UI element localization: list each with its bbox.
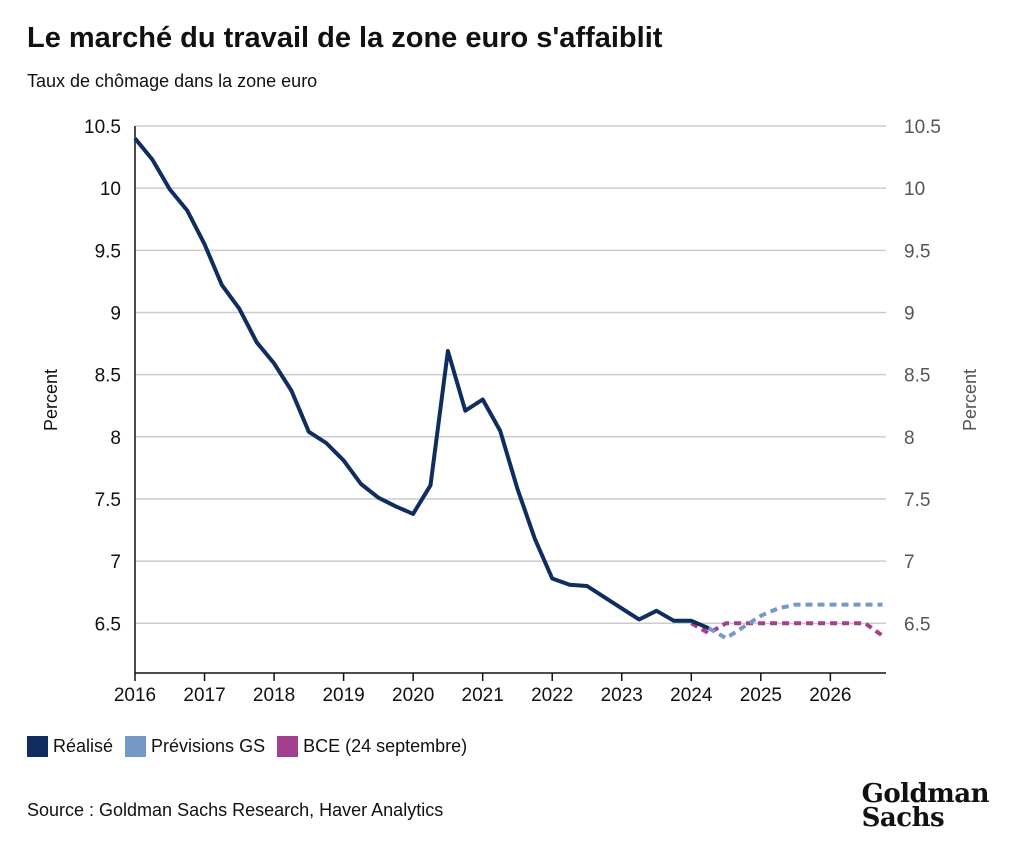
y-tick-label-left: 9.5 xyxy=(95,241,121,262)
x-tick-label: 2016 xyxy=(114,685,156,706)
y-tick-label-left: 10 xyxy=(100,179,121,200)
legend-label: BCE (24 septembre) xyxy=(303,736,468,756)
series-line-r-alis xyxy=(133,137,710,631)
y-axis-label-left: Percent xyxy=(41,369,61,431)
y-tick-label-right: 6.5 xyxy=(904,614,930,635)
y-tick-label-left: 7.5 xyxy=(95,490,121,511)
legend-swatch xyxy=(27,736,48,757)
x-tick-label: 2025 xyxy=(740,685,782,706)
line-chart: 6.5 6.5 7 7 7.5 7.5 8 8 8.5 8.5 9 9 9.5 9.5 10 10 10.5 10… xyxy=(41,117,980,706)
x-tick-label: 2024 xyxy=(670,685,713,706)
axis-labels: Percent Percent xyxy=(41,369,980,431)
y-tick-label-right: 7.5 xyxy=(904,490,930,511)
legend-swatch xyxy=(125,736,147,757)
y-tick-label-left: 8.5 xyxy=(95,366,121,387)
y-tick-label-left: 10.5 xyxy=(84,117,121,138)
y-tick-label-left: 6.5 xyxy=(95,614,121,635)
legend-item: Réalisé xyxy=(27,736,113,757)
chart-subtitle: Taux de chômage dans la zone euro xyxy=(27,71,318,91)
x-tick-label: 2022 xyxy=(531,685,573,706)
legend-item: BCE (24 septembre) xyxy=(277,736,467,757)
logo-line-1: Goldman xyxy=(861,779,990,809)
legend-item: Prévisions GS xyxy=(125,736,265,757)
legend-label: Prévisions GS xyxy=(151,736,266,756)
x-tick-label: 2021 xyxy=(462,685,504,706)
grid-lines xyxy=(135,125,886,625)
series-line-pr-visions-gs xyxy=(707,602,883,641)
y-tick-label-left: 8 xyxy=(110,428,121,449)
chart-title: Le marché du travail de la zone euro s'a… xyxy=(27,22,663,54)
y-tick-label-right: 8 xyxy=(904,428,915,449)
y-axis-label-right: Percent xyxy=(960,369,980,431)
legend: Réalisé Prévisions GS BCE (24 septembre) xyxy=(27,736,479,757)
legend-swatch xyxy=(277,736,299,757)
y-tick-label-right: 7 xyxy=(904,552,915,573)
axes: 6.5 6.5 7 7 7.5 7.5 8 8 8.5 8.5 9 9 9.5 9.5 10 10 10.5 10… xyxy=(84,117,941,706)
logo-line-2: Sachs xyxy=(861,803,945,833)
source-note: Source : Goldman Sachs Research, Haver A… xyxy=(27,800,444,820)
x-tick-label: 2020 xyxy=(392,685,434,706)
y-tick-label-left: 7 xyxy=(110,552,121,573)
goldman-sachs-logo: Goldman Sachs xyxy=(861,779,990,833)
y-tick-label-left: 9 xyxy=(110,303,121,324)
y-tick-label-right: 9 xyxy=(904,303,915,324)
x-tick-label: 2023 xyxy=(601,685,643,706)
legend-label: Réalisé xyxy=(53,736,114,756)
y-tick-label-right: 10 xyxy=(904,179,925,200)
x-tick-label: 2018 xyxy=(253,685,295,706)
y-tick-label-right: 8.5 xyxy=(904,366,930,387)
series-lines xyxy=(133,137,884,641)
x-tick-label: 2019 xyxy=(322,685,364,706)
series-line-bce-24-septembre xyxy=(690,621,884,638)
x-tick-label: 2026 xyxy=(809,685,851,706)
y-tick-label-right: 10.5 xyxy=(904,117,941,138)
x-tick-label: 2017 xyxy=(183,685,225,706)
y-tick-label-right: 9.5 xyxy=(904,241,930,262)
